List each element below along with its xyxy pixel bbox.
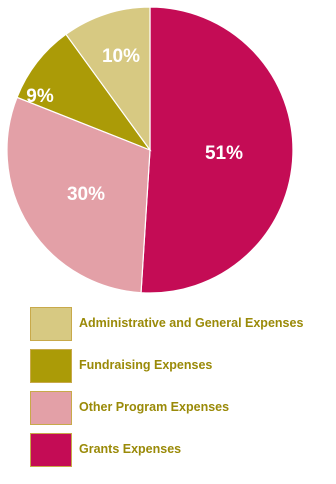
legend-item: Fundraising Expenses [30,349,336,383]
legend-item: Administrative and General Expenses [30,307,336,341]
legend-label: Grants Expenses [79,442,182,456]
legend-swatch [30,307,72,341]
legend-label: Fundraising Expenses [79,358,213,372]
slice-value-label: 10% [102,46,140,67]
pie-slice-grants-expenses [140,6,294,294]
legend-label: Administrative and General Expenses [79,316,304,330]
pie-slice-fundraising-expenses [16,33,152,152]
legend-label: Other Program Expenses [79,400,230,414]
legend-item: Other Program Expenses [30,391,336,425]
chart-legend: Administrative and General Expenses Fundr… [30,307,336,475]
slice-value-label: 51% [205,143,243,164]
pie-slice-other-program-expenses [6,96,151,294]
pie-slice-labels: 51% 30% 9% 10% [26,46,243,205]
pie-chart: 51% 30% 9% 10% [6,6,294,294]
legend-item: Grants Expenses [30,433,336,467]
legend-swatch [30,433,72,467]
legend-swatch [30,349,72,383]
pie-slice-administrative-and-general-expenses [65,6,151,152]
pie-slices [6,6,294,294]
slice-value-label: 30% [67,184,105,205]
legend-swatch [30,391,72,425]
slice-value-label: 9% [26,86,54,107]
